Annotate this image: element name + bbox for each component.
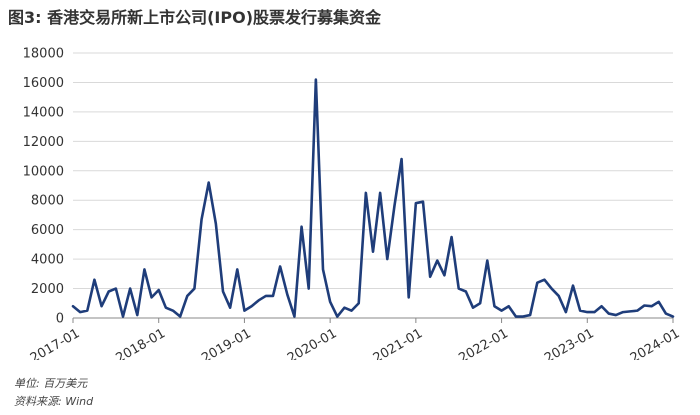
y-tick-label: 10000: [23, 164, 64, 179]
x-axis-ticks: 2017-01 2018-01 2019-01 2020-01 2021-01 2022-…: [28, 318, 683, 360]
y-tick-label: 18000: [23, 47, 64, 62]
y-tick-label: 4000: [31, 253, 64, 268]
source-note: 资料来源: Wind: [14, 395, 94, 408]
x-tick-label: 2022-01: [456, 326, 511, 360]
line-chart: 0 2000 4000 6000 8000 10000 12000 14000 16000 180…: [23, 47, 683, 361]
x-tick-label: 2017-01: [28, 326, 83, 360]
x-tick-label: 2019-01: [199, 326, 254, 360]
y-tick-label: 8000: [31, 194, 64, 209]
y-tick-label: 0: [56, 312, 64, 327]
y-axis-ticks: 0 2000 4000 6000 8000 10000 12000 14000 16000 180…: [23, 47, 64, 327]
x-tick-label: 2024-01: [628, 326, 683, 360]
y-tick-label: 14000: [23, 105, 64, 120]
x-tick-label: 2023-01: [542, 326, 597, 360]
y-tick-label: 6000: [31, 223, 64, 238]
chart-title: 图3: 香港交易所新上市公司(IPO)股票发行募集资金: [8, 8, 382, 27]
series-line: [71, 78, 675, 318]
unit-note: 单位: 百万美元: [14, 377, 88, 390]
x-tick-label: 2020-01: [285, 326, 340, 360]
x-tick-label: 2021-01: [371, 326, 426, 360]
x-tick-label: 2018-01: [114, 326, 169, 360]
y-tick-label: 16000: [23, 76, 64, 91]
y-tick-label: 2000: [31, 282, 64, 297]
gridlines: [73, 52, 673, 290]
y-tick-label: 12000: [23, 135, 64, 150]
